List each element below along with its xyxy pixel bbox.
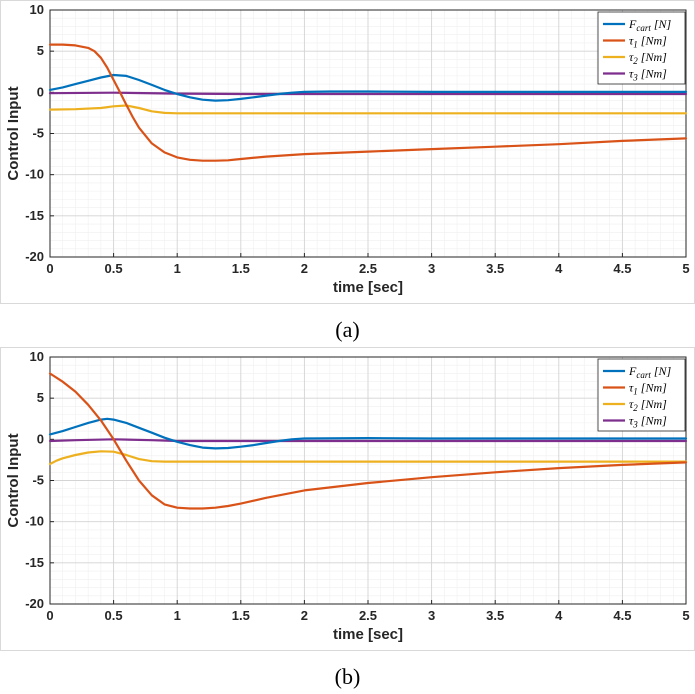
legend-label: τ3 [Nm] [629, 67, 667, 83]
x-axis-label: time [sec] [333, 279, 403, 296]
x-tick-label: 0.5 [105, 608, 123, 623]
figure-panel-a: 0 0.5 1 1.5 2 2.5 3 3.5 4 4.5 5 10 5 0 -5 -10 -15 -20 time… [0, 0, 695, 342]
x-tick-label: 3 [428, 261, 435, 276]
series-line-1 [48, 73, 688, 102]
x-tick-label: 2 [301, 608, 308, 623]
y-tick-label: 0 [37, 431, 44, 446]
x-tick-label: 0.5 [105, 261, 123, 276]
series-line-3 [48, 450, 688, 466]
series-line-1 [48, 417, 688, 450]
legend: Fcart [N]τ1 [Nm]τ2 [Nm]τ3 [Nm] [597, 358, 686, 432]
series-line-4 [48, 438, 688, 443]
y-axis-label: Control Input [5, 433, 22, 527]
x-tick-label: 2.5 [359, 261, 377, 276]
legend-label: τ2 [Nm] [629, 397, 667, 413]
x-tick-label: 4.5 [613, 608, 631, 623]
y-tick-label: -20 [25, 596, 44, 611]
x-tick-label: 0 [46, 608, 53, 623]
y-tick-label: 5 [37, 43, 44, 58]
legend-label: τ2 [Nm] [629, 50, 667, 66]
y-tick-label: -15 [25, 208, 44, 223]
x-tick-label: 4.5 [613, 261, 631, 276]
y-tick-label: -10 [25, 514, 44, 529]
x-tick-label: 4 [555, 608, 563, 623]
y-tick-label: -15 [25, 555, 44, 570]
y-tick-label: -10 [25, 167, 44, 182]
chart-b: 0 0.5 1 1.5 2 2.5 3 3.5 4 4.5 5 10 5 0 -5 -10 -15 -20 time… [0, 347, 695, 689]
series-line-3 [48, 104, 688, 115]
y-tick-label: 5 [37, 390, 44, 405]
legend-label: Fcart [N] [628, 17, 672, 33]
x-axis-label: time [sec] [333, 626, 403, 643]
x-tick-label: 2 [301, 261, 308, 276]
x-tick-label: 1 [174, 261, 181, 276]
x-tick-label: 1.5 [232, 608, 250, 623]
y-axis-label: Control Input [5, 86, 22, 180]
x-tick-label: 5 [682, 608, 689, 623]
x-tick-label: 4 [555, 261, 563, 276]
figure-caption: (b) [335, 664, 361, 689]
x-tick-label: 3 [428, 608, 435, 623]
y-tick-label: -5 [32, 126, 44, 141]
series-line-2 [48, 43, 688, 162]
y-tick-label: -5 [32, 473, 44, 488]
x-tick-label: 3.5 [486, 261, 504, 276]
y-tick-label: 0 [37, 84, 44, 99]
legend: Fcart [N]τ1 [Nm]τ2 [Nm]τ3 [Nm] [597, 11, 686, 85]
x-tick-label: 3.5 [486, 608, 504, 623]
y-tick-label: 10 [30, 349, 44, 364]
series-line-2 [48, 372, 688, 510]
chart-a: 0 0.5 1 1.5 2 2.5 3 3.5 4 4.5 5 10 5 0 -5 -10 -15 -20 time… [0, 0, 695, 342]
figure-caption: (a) [335, 317, 359, 342]
x-tick-label: 0 [46, 261, 53, 276]
y-tick-label: -20 [25, 249, 44, 264]
x-tick-label: 1 [174, 608, 181, 623]
x-tick-label: 5 [682, 261, 689, 276]
legend-label: Fcart [N] [628, 364, 672, 380]
x-tick-label: 2.5 [359, 608, 377, 623]
legend-label: τ1 [Nm] [629, 381, 667, 397]
legend-label: τ1 [Nm] [629, 34, 667, 50]
legend-label: τ3 [Nm] [629, 414, 667, 430]
figure-panel-b: 0 0.5 1 1.5 2 2.5 3 3.5 4 4.5 5 10 5 0 -5 -10 -15 -20 time… [0, 347, 695, 694]
x-tick-label: 1.5 [232, 261, 250, 276]
y-tick-label: 10 [30, 2, 44, 17]
